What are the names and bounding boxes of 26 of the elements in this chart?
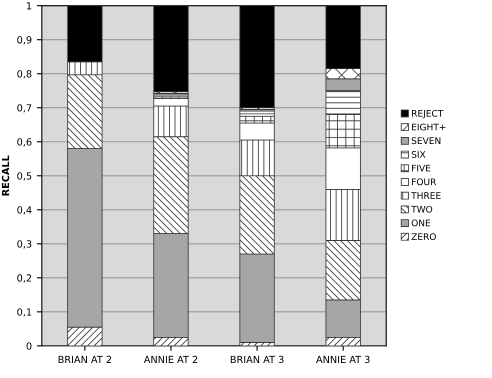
legend-label: ONE	[412, 220, 430, 226]
legend-label: ZERO	[412, 233, 436, 240]
y-tick-label: 0,2	[17, 274, 32, 283]
y-tick-label: 0,9	[17, 36, 32, 45]
x-tick-label: ANNIE AT 3	[316, 356, 370, 364]
y-tick-label: 0,6	[17, 138, 32, 147]
y-tick-label: 0	[26, 342, 32, 350]
y-tick-label: 0,7	[17, 104, 32, 113]
y-tick-label: 0,3	[17, 240, 32, 249]
legend-label: REJECT	[412, 110, 444, 118]
legend-label: FOUR	[412, 178, 436, 186]
y-tick-label: 0,4	[17, 206, 32, 215]
legend-label: FIVE	[412, 164, 430, 172]
x-tick-label: BRIAN AT 3	[230, 356, 284, 364]
y-tick-label: 0,5	[17, 172, 32, 181]
x-tick-label: BRIAN AT 2	[58, 356, 112, 363]
legend-label: THREE	[411, 192, 441, 199]
y-tick-label: 1	[26, 2, 32, 10]
legend-label: EIGHT+	[412, 124, 446, 130]
y-axis-title: RECALL	[2, 155, 10, 196]
x-tick-label: ANNIE AT 2	[144, 356, 198, 363]
y-tick-label: 0,1	[17, 308, 32, 317]
legend-label: SIX	[412, 151, 426, 158]
legend-label: TWO	[411, 206, 432, 213]
y-tick-label: 0,8	[17, 70, 32, 79]
legend-label: SEVEN	[412, 137, 440, 144]
